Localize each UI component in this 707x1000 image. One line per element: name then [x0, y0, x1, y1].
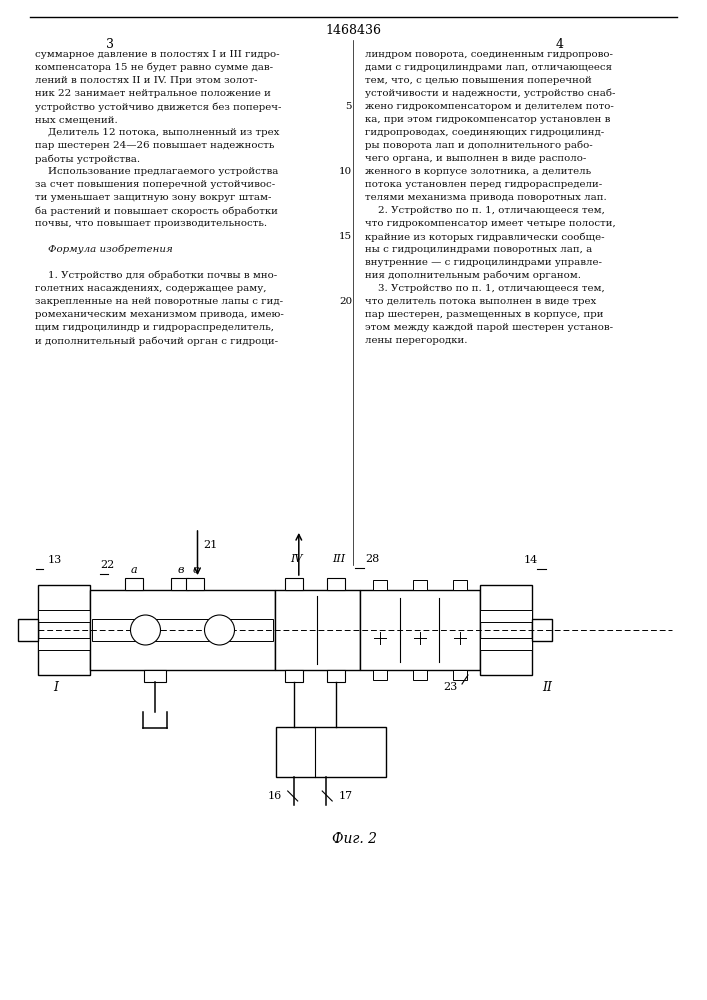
Text: 5: 5 — [346, 102, 352, 111]
Text: 17: 17 — [338, 791, 352, 801]
Text: суммарное давление в полостях I и III гидро-: суммарное давление в полостях I и III ги… — [35, 50, 280, 59]
Text: 15: 15 — [339, 232, 352, 241]
Bar — [532, 619, 552, 641]
Text: 22: 22 — [100, 560, 115, 570]
Text: II: II — [542, 681, 552, 694]
Bar — [285, 670, 303, 682]
Bar — [480, 610, 532, 622]
Bar — [480, 585, 532, 675]
Bar — [413, 580, 427, 590]
Text: 21: 21 — [204, 540, 218, 550]
Text: линдром поворота, соединенным гидропрово-: линдром поворота, соединенным гидропрово… — [365, 50, 613, 59]
Text: крайние из которых гидравлически сообще-: крайние из которых гидравлически сообще- — [365, 232, 604, 241]
Bar — [172, 578, 189, 590]
Text: ти уменьшает защитную зону вокруг штам-: ти уменьшает защитную зону вокруг штам- — [35, 193, 271, 202]
Text: 14: 14 — [524, 555, 538, 565]
Text: голетних насаждениях, содержащее раму,: голетних насаждениях, содержащее раму, — [35, 284, 267, 293]
Text: компенсатора 15 не будет равно сумме дав-: компенсатора 15 не будет равно сумме дав… — [35, 63, 273, 73]
Text: Использование предлагаемого устройства: Использование предлагаемого устройства — [35, 167, 279, 176]
Text: женного в корпусе золотника, а делитель: женного в корпусе золотника, а делитель — [365, 167, 591, 176]
Circle shape — [131, 615, 160, 645]
Text: устройство устойчиво движется без попереч-: устройство устойчиво движется без попере… — [35, 102, 281, 111]
Text: 3: 3 — [106, 38, 114, 51]
Bar — [18, 619, 38, 641]
Text: a: a — [131, 565, 137, 575]
Text: пар шестерен 24—26 повышает надежность: пар шестерен 24—26 повышает надежность — [35, 141, 274, 150]
Bar — [452, 670, 467, 680]
Text: внутренние — с гидроцилиндрами управле-: внутренние — с гидроцилиндрами управле- — [365, 258, 602, 267]
Text: дами с гидроцилиндрами лап, отличающееся: дами с гидроцилиндрами лап, отличающееся — [365, 63, 612, 72]
Bar — [327, 578, 345, 590]
Text: в: в — [177, 565, 184, 575]
Text: 10: 10 — [339, 167, 352, 176]
Text: 4: 4 — [556, 38, 564, 51]
Text: 2. Устройство по п. 1, отличающееся тем,: 2. Устройство по п. 1, отличающееся тем, — [365, 206, 605, 215]
Bar — [125, 578, 143, 590]
Text: с: с — [192, 565, 199, 575]
Text: что делитель потока выполнен в виде трех: что делитель потока выполнен в виде трех — [365, 297, 596, 306]
Text: 20: 20 — [339, 297, 352, 306]
Text: ромеханическим механизмом привода, имею-: ромеханическим механизмом привода, имею- — [35, 310, 284, 319]
Text: лены перегородки.: лены перегородки. — [365, 336, 467, 345]
Text: 1. Устройство для обработки почвы в мно-: 1. Устройство для обработки почвы в мно- — [35, 271, 277, 280]
Text: почвы, что повышает производительность.: почвы, что повышает производительность. — [35, 219, 267, 228]
Bar — [275, 590, 360, 670]
Text: чего органа, и выполнен в виде располо-: чего органа, и выполнен в виде располо- — [365, 154, 586, 163]
Text: гидропроводах, соединяющих гидроцилинд-: гидропроводах, соединяющих гидроцилинд- — [365, 128, 604, 137]
Text: IV: IV — [290, 554, 303, 564]
Text: Формула изобретения: Формула изобретения — [35, 245, 173, 254]
Text: Делитель 12 потока, выполненный из трех: Делитель 12 потока, выполненный из трех — [35, 128, 279, 137]
Text: ны с гидроцилиндрами поворотных лап, а: ны с гидроцилиндрами поворотных лап, а — [365, 245, 592, 254]
Text: 23: 23 — [443, 682, 457, 692]
Bar — [92, 619, 273, 641]
Bar — [38, 638, 90, 650]
Bar — [373, 580, 387, 590]
Text: ник 22 занимает нейтральное положение и: ник 22 занимает нейтральное положение и — [35, 89, 271, 98]
Text: жено гидрокомпенсатором и делителем пото-: жено гидрокомпенсатором и делителем пото… — [365, 102, 614, 111]
Text: Фиг. 2: Фиг. 2 — [332, 832, 378, 846]
Text: ния дополнительным рабочим органом.: ния дополнительным рабочим органом. — [365, 271, 581, 280]
Bar — [144, 670, 165, 682]
Text: за счет повышения поперечной устойчивос-: за счет повышения поперечной устойчивос- — [35, 180, 275, 189]
Bar — [38, 585, 90, 675]
Text: I: I — [54, 681, 59, 694]
Text: ных смещений.: ных смещений. — [35, 115, 118, 124]
Bar — [327, 670, 345, 682]
Bar — [90, 590, 275, 670]
Bar — [373, 670, 387, 680]
Text: щим гидроцилиндр и гидрораспределитель,: щим гидроцилиндр и гидрораспределитель, — [35, 323, 274, 332]
Text: пар шестерен, размещенных в корпусе, при: пар шестерен, размещенных в корпусе, при — [365, 310, 604, 319]
Text: и дополнительный рабочий орган с гидроци-: и дополнительный рабочий орган с гидроци… — [35, 336, 278, 346]
Bar — [285, 578, 303, 590]
Text: III: III — [332, 554, 345, 564]
Text: устойчивости и надежности, устройство снаб-: устойчивости и надежности, устройство сн… — [365, 89, 616, 99]
Text: 1468436: 1468436 — [325, 24, 381, 37]
Text: что гидрокомпенсатор имеет четыре полости,: что гидрокомпенсатор имеет четыре полост… — [365, 219, 616, 228]
Text: ба растений и повышает скорость обработки: ба растений и повышает скорость обработк… — [35, 206, 278, 216]
Text: работы устройства.: работы устройства. — [35, 154, 140, 163]
Text: ка, при этом гидрокомпенсатор установлен в: ка, при этом гидрокомпенсатор установлен… — [365, 115, 610, 124]
Bar — [413, 670, 427, 680]
Text: 16: 16 — [267, 791, 281, 801]
Bar — [480, 638, 532, 650]
Bar — [360, 590, 480, 670]
Text: 13: 13 — [48, 555, 62, 565]
Text: тем, что, с целью повышения поперечной: тем, что, с целью повышения поперечной — [365, 76, 592, 85]
Text: лений в полостях II и IV. При этом золот-: лений в полостях II и IV. При этом золот… — [35, 76, 257, 85]
Circle shape — [204, 615, 235, 645]
Text: этом между каждой парой шестерен установ-: этом между каждой парой шестерен установ… — [365, 323, 613, 332]
Bar — [452, 580, 467, 590]
Bar — [187, 578, 204, 590]
Text: закрепленные на ней поворотные лапы с гид-: закрепленные на ней поворотные лапы с ги… — [35, 297, 283, 306]
Text: 3. Устройство по п. 1, отличающееся тем,: 3. Устройство по п. 1, отличающееся тем, — [365, 284, 604, 293]
Text: потока установлен перед гидрораспредели-: потока установлен перед гидрораспредели- — [365, 180, 602, 189]
Bar — [276, 727, 386, 777]
Bar — [38, 610, 90, 622]
Text: 28: 28 — [365, 554, 379, 564]
Text: телями механизма привода поворотных лап.: телями механизма привода поворотных лап. — [365, 193, 607, 202]
Text: ры поворота лап и дополнительного рабо-: ры поворота лап и дополнительного рабо- — [365, 141, 592, 150]
